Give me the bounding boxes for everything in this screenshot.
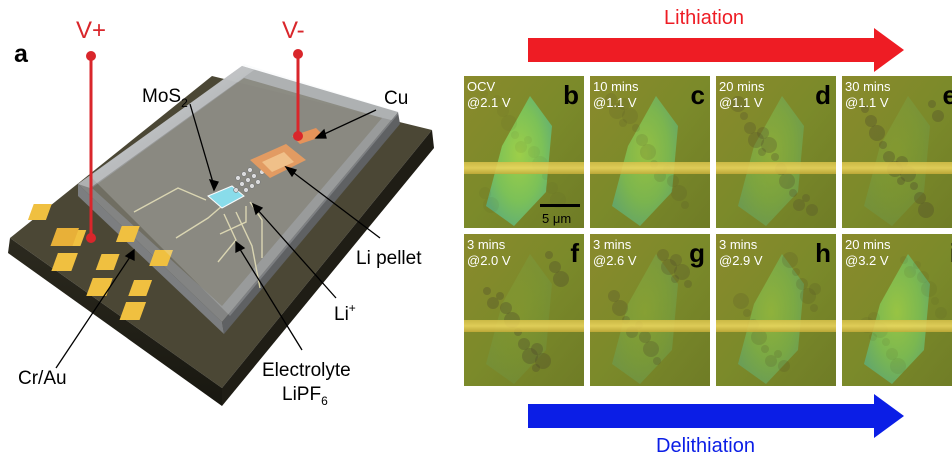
tile-voltage-label: @3.2 V [845, 253, 889, 268]
tile-voltage-label: @2.6 V [593, 253, 637, 268]
tile-time-label: 30 mins [845, 79, 891, 94]
tile-letter-d: d [815, 80, 831, 110]
label-mos2: MoS2 [142, 86, 188, 110]
micrograph-tile-e: 30 mins@1.1 V e [842, 76, 952, 228]
glass-cover [90, 64, 400, 316]
v-minus-probe [293, 49, 303, 141]
panel-a-schematic: a [8, 17, 434, 408]
label-v-minus: V- [282, 17, 305, 44]
tile-voltage-label: @2.1 V [467, 95, 511, 110]
tile-time-label: OCV [467, 79, 496, 94]
delithiation-arrow [528, 394, 904, 438]
cr-au-pads [27, 204, 174, 320]
tile-time-label: 3 mins [719, 237, 758, 252]
label-li-ion: Li+ [334, 301, 356, 325]
delithiation-label: Delithiation [656, 435, 755, 457]
tile-letter-h: h [815, 238, 831, 268]
tile-voltage-label: @1.1 V [845, 95, 889, 110]
label-v-plus: V+ [76, 17, 106, 44]
panel-letter-a: a [14, 40, 29, 68]
label-cr-au: Cr/Au [18, 368, 67, 389]
micrograph-tile-c: 10 mins@1.1 V c [590, 76, 710, 228]
micrograph-tile-b: OCV@2.1 V b 5 μm [464, 76, 584, 228]
contact-pad [128, 280, 153, 296]
contact-pad [119, 302, 147, 320]
tile-voltage-label: @1.1 V [719, 95, 763, 110]
contact-pad [51, 253, 78, 271]
tile-letter-e: e [943, 80, 952, 110]
tile-time-label: 20 mins [845, 237, 891, 252]
contact-pad-v-plus [50, 228, 80, 246]
label-li-pellet: Li pellet [356, 248, 422, 269]
tile-letter-i: i [950, 238, 952, 268]
contact-pad [95, 254, 120, 270]
micrograph-tile-h: 3 mins@2.9 V h [716, 234, 836, 386]
tile-voltage-label: @2.0 V [467, 253, 511, 268]
micrograph-tile-f: 3 mins@2.0 V f [464, 234, 584, 386]
li-pellet [262, 152, 294, 172]
tile-time-label: 3 mins [593, 237, 632, 252]
tile-voltage-label: @2.9 V [719, 253, 763, 268]
micrograph-tile-i: 20 mins@3.2 V i [842, 234, 952, 386]
lithiation-label: Lithiation [664, 7, 744, 29]
scale-bar [540, 204, 580, 207]
tile-time-label: 20 mins [719, 79, 765, 94]
tile-letter-c: c [691, 80, 705, 110]
tile-letter-g: g [689, 238, 705, 268]
tile-time-label: 3 mins [467, 237, 506, 252]
scale-bar-label: 5 μm [542, 211, 571, 226]
tile-voltage-label: @1.1 V [593, 95, 637, 110]
tile-time-label: 10 mins [593, 79, 639, 94]
contact-pad [27, 204, 52, 220]
contact-pad [149, 250, 174, 266]
callout-lines [55, 103, 381, 369]
contact-pad [86, 278, 113, 296]
tile-letter-f: f [570, 238, 579, 268]
contact-pad [115, 226, 140, 242]
label-cu: Cu [384, 88, 408, 109]
lithiation-arrow [528, 28, 904, 72]
micrograph-tile-g: 3 mins@2.6 V g [590, 234, 710, 386]
v-plus-probe [86, 51, 96, 243]
micrograph-tile-d: 20 mins@1.1 V d [716, 76, 836, 228]
tile-letter-b: b [563, 80, 579, 110]
electrode-leads [133, 187, 263, 289]
label-lipf6: LiPF6 [282, 384, 328, 408]
label-electrolyte: Electrolyte [262, 360, 351, 381]
